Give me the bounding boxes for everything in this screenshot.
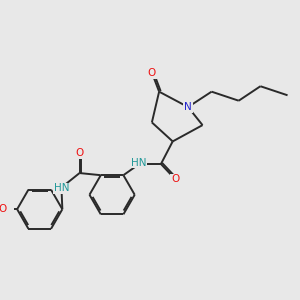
Text: O: O — [171, 174, 179, 184]
Text: HN: HN — [130, 158, 146, 168]
Text: O: O — [75, 148, 84, 158]
Text: HN: HN — [54, 183, 69, 194]
Text: O: O — [148, 68, 156, 78]
Text: O: O — [0, 204, 7, 214]
Text: N: N — [184, 102, 192, 112]
